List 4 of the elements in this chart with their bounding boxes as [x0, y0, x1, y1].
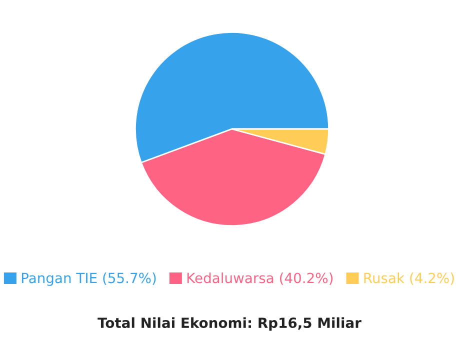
legend-label: Rusak (4.2%) [364, 272, 454, 285]
text: Total Nilai Ekonomi: Rp16,5 Miliar [98, 317, 362, 331]
legend-label: Pangan TIE (55.7%) [22, 272, 156, 286]
legend-label: Kedaluwarsa (40.2%) [187, 272, 333, 285]
